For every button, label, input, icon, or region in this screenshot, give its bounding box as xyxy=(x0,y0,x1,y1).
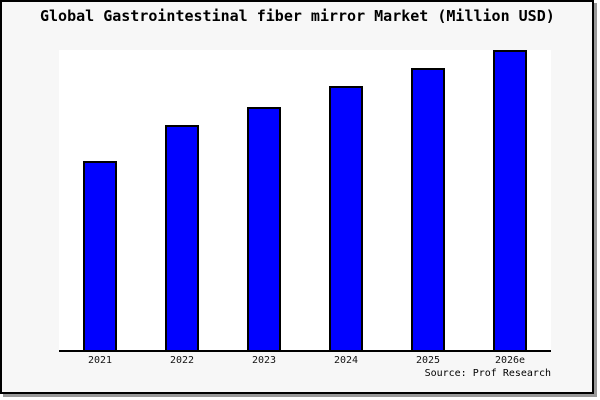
source-label: Source: Prof Research xyxy=(424,368,551,379)
bar-2024 xyxy=(329,86,363,350)
bar-slot-2023 xyxy=(223,107,305,350)
x-tick-label-2021: 2021 xyxy=(87,355,113,366)
bar-slot-2026e xyxy=(469,50,551,350)
x-axis-labels: 2021 2022 2023 2024 2025 2026e xyxy=(59,354,551,368)
x-tick-label-2023: 2023 xyxy=(251,355,277,366)
bar-slot-2021 xyxy=(59,161,141,350)
bar-2023 xyxy=(247,107,281,350)
plot-area xyxy=(59,50,551,352)
x-tick-label-2022: 2022 xyxy=(169,355,195,366)
bar-slot-2022 xyxy=(141,125,223,350)
x-tick-label-2024: 2024 xyxy=(333,355,359,366)
x-tick-label-2026e: 2026e xyxy=(494,355,526,366)
x-tick-label-2025: 2025 xyxy=(415,355,441,366)
bar-2021 xyxy=(83,161,117,350)
chart-title: Global Gastrointestinal fiber mirror Mar… xyxy=(40,7,555,25)
bar-2022 xyxy=(165,125,199,350)
bar-slot-2024 xyxy=(305,86,387,350)
bar-2026e xyxy=(493,50,527,350)
bar-2025 xyxy=(411,68,445,350)
chart-card: Global Gastrointestinal fiber mirror Mar… xyxy=(0,0,594,394)
bar-slot-2025 xyxy=(387,68,469,350)
